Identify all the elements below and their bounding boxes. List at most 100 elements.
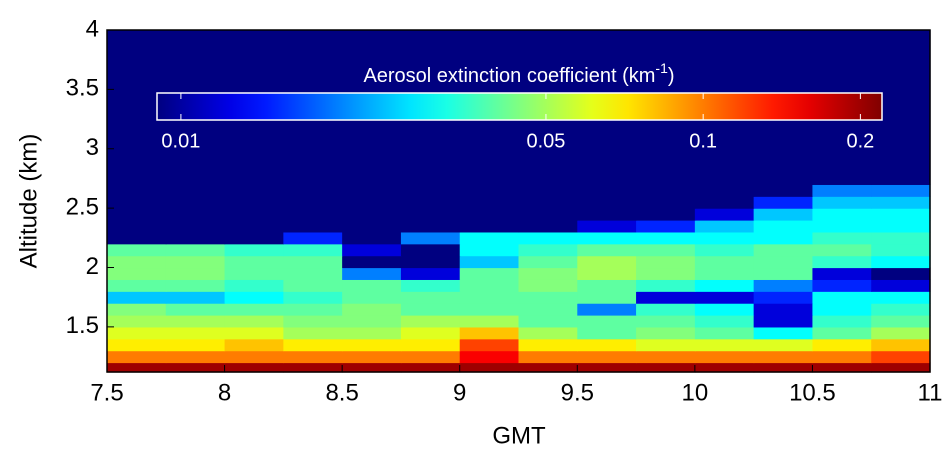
heatmap-cell xyxy=(107,291,167,304)
heatmap-cell xyxy=(812,303,872,316)
heatmap-cell xyxy=(636,196,696,209)
colorbar-title-end: ) xyxy=(668,65,675,87)
heatmap-cell xyxy=(342,208,402,221)
heatmap-cell xyxy=(283,184,343,197)
heatmap-cell xyxy=(694,231,755,245)
heatmap-cell xyxy=(636,303,696,316)
heatmap-cell xyxy=(694,220,755,233)
heatmap-cell xyxy=(342,184,402,197)
heatmap-cell xyxy=(518,255,578,269)
heatmap-cell xyxy=(459,291,520,304)
heatmap-cell xyxy=(694,303,755,316)
heatmap-cell xyxy=(694,291,755,304)
x-tick-label: 8 xyxy=(218,379,231,406)
heatmap-cell xyxy=(871,208,931,221)
heatmap-cell xyxy=(283,303,343,316)
heatmap-cell xyxy=(518,231,578,245)
heatmap-cell xyxy=(224,184,284,197)
heatmap-cell xyxy=(812,326,872,340)
heatmap-cell xyxy=(283,231,343,245)
heatmap-cell xyxy=(753,196,814,209)
heatmap-cell xyxy=(165,231,226,245)
x-tick-label: 8.5 xyxy=(325,379,358,406)
heatmap-cell xyxy=(753,326,814,340)
heatmap-cell xyxy=(753,350,814,364)
heatmap-cell xyxy=(518,303,578,316)
heatmap-cell xyxy=(694,315,755,328)
heatmap-cell xyxy=(753,303,814,316)
heatmap-cell xyxy=(342,279,402,292)
heatmap-cell xyxy=(636,220,696,233)
heatmap-cell xyxy=(577,326,637,340)
heatmap-cell xyxy=(107,350,167,364)
heatmap-cell xyxy=(753,362,814,373)
heatmap-cell xyxy=(165,243,226,257)
heatmap-cell xyxy=(518,196,578,209)
heatmap-cell xyxy=(165,326,226,340)
heatmap-cell xyxy=(812,243,872,257)
heatmap-cell xyxy=(165,338,226,352)
heatmap-cell xyxy=(636,362,696,373)
heatmap-cell xyxy=(812,231,872,245)
heatmap-cell xyxy=(459,208,520,221)
heatmap-cell xyxy=(400,255,461,269)
heatmap-cell xyxy=(107,315,167,328)
y-tick-label: 3.5 xyxy=(66,75,99,102)
heatmap-cell xyxy=(342,350,402,364)
heatmap-cell xyxy=(812,279,872,292)
colorbar-title-text: Aerosol extinction coefficient (km xyxy=(363,65,655,87)
heatmap-cell xyxy=(871,255,931,269)
heatmap-cell xyxy=(224,338,284,352)
heatmap-cell xyxy=(518,220,578,233)
heatmap-cell xyxy=(459,184,520,197)
heatmap-cell xyxy=(165,350,226,364)
heatmap-cell xyxy=(283,196,343,209)
heatmap-cell xyxy=(753,220,814,233)
heatmap-cell xyxy=(107,243,167,257)
heatmap-cell xyxy=(165,184,226,197)
heatmap-cell xyxy=(694,208,755,221)
heatmap-cell xyxy=(165,315,226,328)
heatmap-cell xyxy=(283,279,343,292)
heatmap-cell xyxy=(577,220,637,233)
heatmap-cell xyxy=(224,196,284,209)
heatmap-cell xyxy=(518,208,578,221)
y-tick-label: 1.5 xyxy=(66,312,99,339)
heatmap-cell xyxy=(165,303,226,316)
heatmap-cell xyxy=(400,231,461,245)
y-tick-label: 3 xyxy=(86,134,99,161)
heatmap-cell xyxy=(812,255,872,269)
heatmap-cell xyxy=(812,267,872,280)
heatmap-cell xyxy=(577,196,637,209)
heatmap-cell xyxy=(459,267,520,280)
heatmap-cell xyxy=(871,243,931,257)
heatmap-cell xyxy=(636,231,696,245)
heatmap-cell xyxy=(753,255,814,269)
y-tick-label: 2.5 xyxy=(66,193,99,220)
heatmap-cell xyxy=(812,196,872,209)
heatmap-cell xyxy=(812,220,872,233)
heatmap-cell xyxy=(342,303,402,316)
heatmap-cell xyxy=(636,291,696,304)
heatmap-cell xyxy=(577,267,637,280)
heatmap-cell xyxy=(224,326,284,340)
heatmap-cell xyxy=(694,350,755,364)
heatmap-cell xyxy=(871,220,931,233)
heatmap-cell xyxy=(224,350,284,364)
heatmap-cell xyxy=(753,338,814,352)
heatmap-cell xyxy=(400,362,461,373)
heatmap-cell xyxy=(636,267,696,280)
heatmap-cell xyxy=(283,208,343,221)
heatmap-cell xyxy=(283,267,343,280)
heatmap-cell xyxy=(107,303,167,316)
heatmap-cell xyxy=(400,243,461,257)
heatmap-cell xyxy=(636,338,696,352)
heatmap-cell xyxy=(459,243,520,257)
heatmap-cell xyxy=(400,291,461,304)
heatmap-cell xyxy=(694,243,755,257)
heatmap-cell xyxy=(283,243,343,257)
heatmap-cell xyxy=(518,184,578,197)
heatmap-cell xyxy=(518,326,578,340)
heatmap xyxy=(107,30,931,373)
heatmap-cell xyxy=(636,279,696,292)
